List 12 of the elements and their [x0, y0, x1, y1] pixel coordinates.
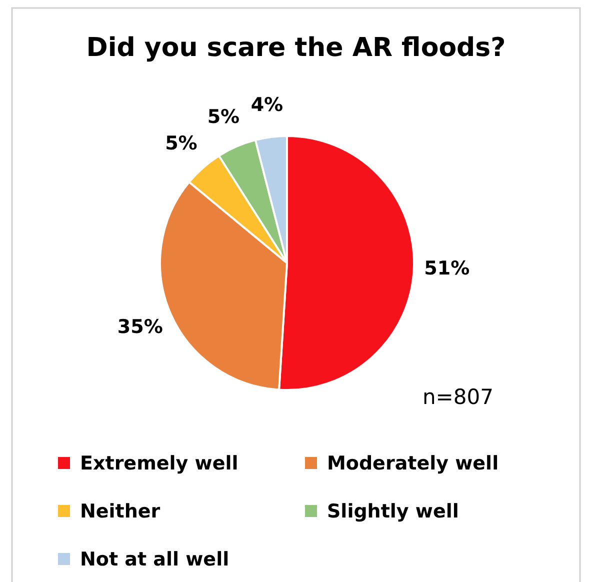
legend-label: Moderately well — [327, 452, 499, 475]
legend-label: Neither — [80, 500, 161, 523]
data-label: 5% — [207, 106, 240, 128]
chart-title: Did you scare the AR floods? — [86, 33, 506, 63]
data-label: 35% — [117, 316, 163, 338]
data-label: 5% — [165, 132, 198, 155]
data-label: 4% — [250, 94, 284, 116]
legend-label: Not at all well — [80, 548, 230, 571]
legend-label: Slightly well — [327, 500, 459, 523]
text: n=807 — [422, 385, 494, 409]
data-label: 51% — [424, 258, 470, 280]
legend-label: Extremely well — [80, 452, 238, 475]
